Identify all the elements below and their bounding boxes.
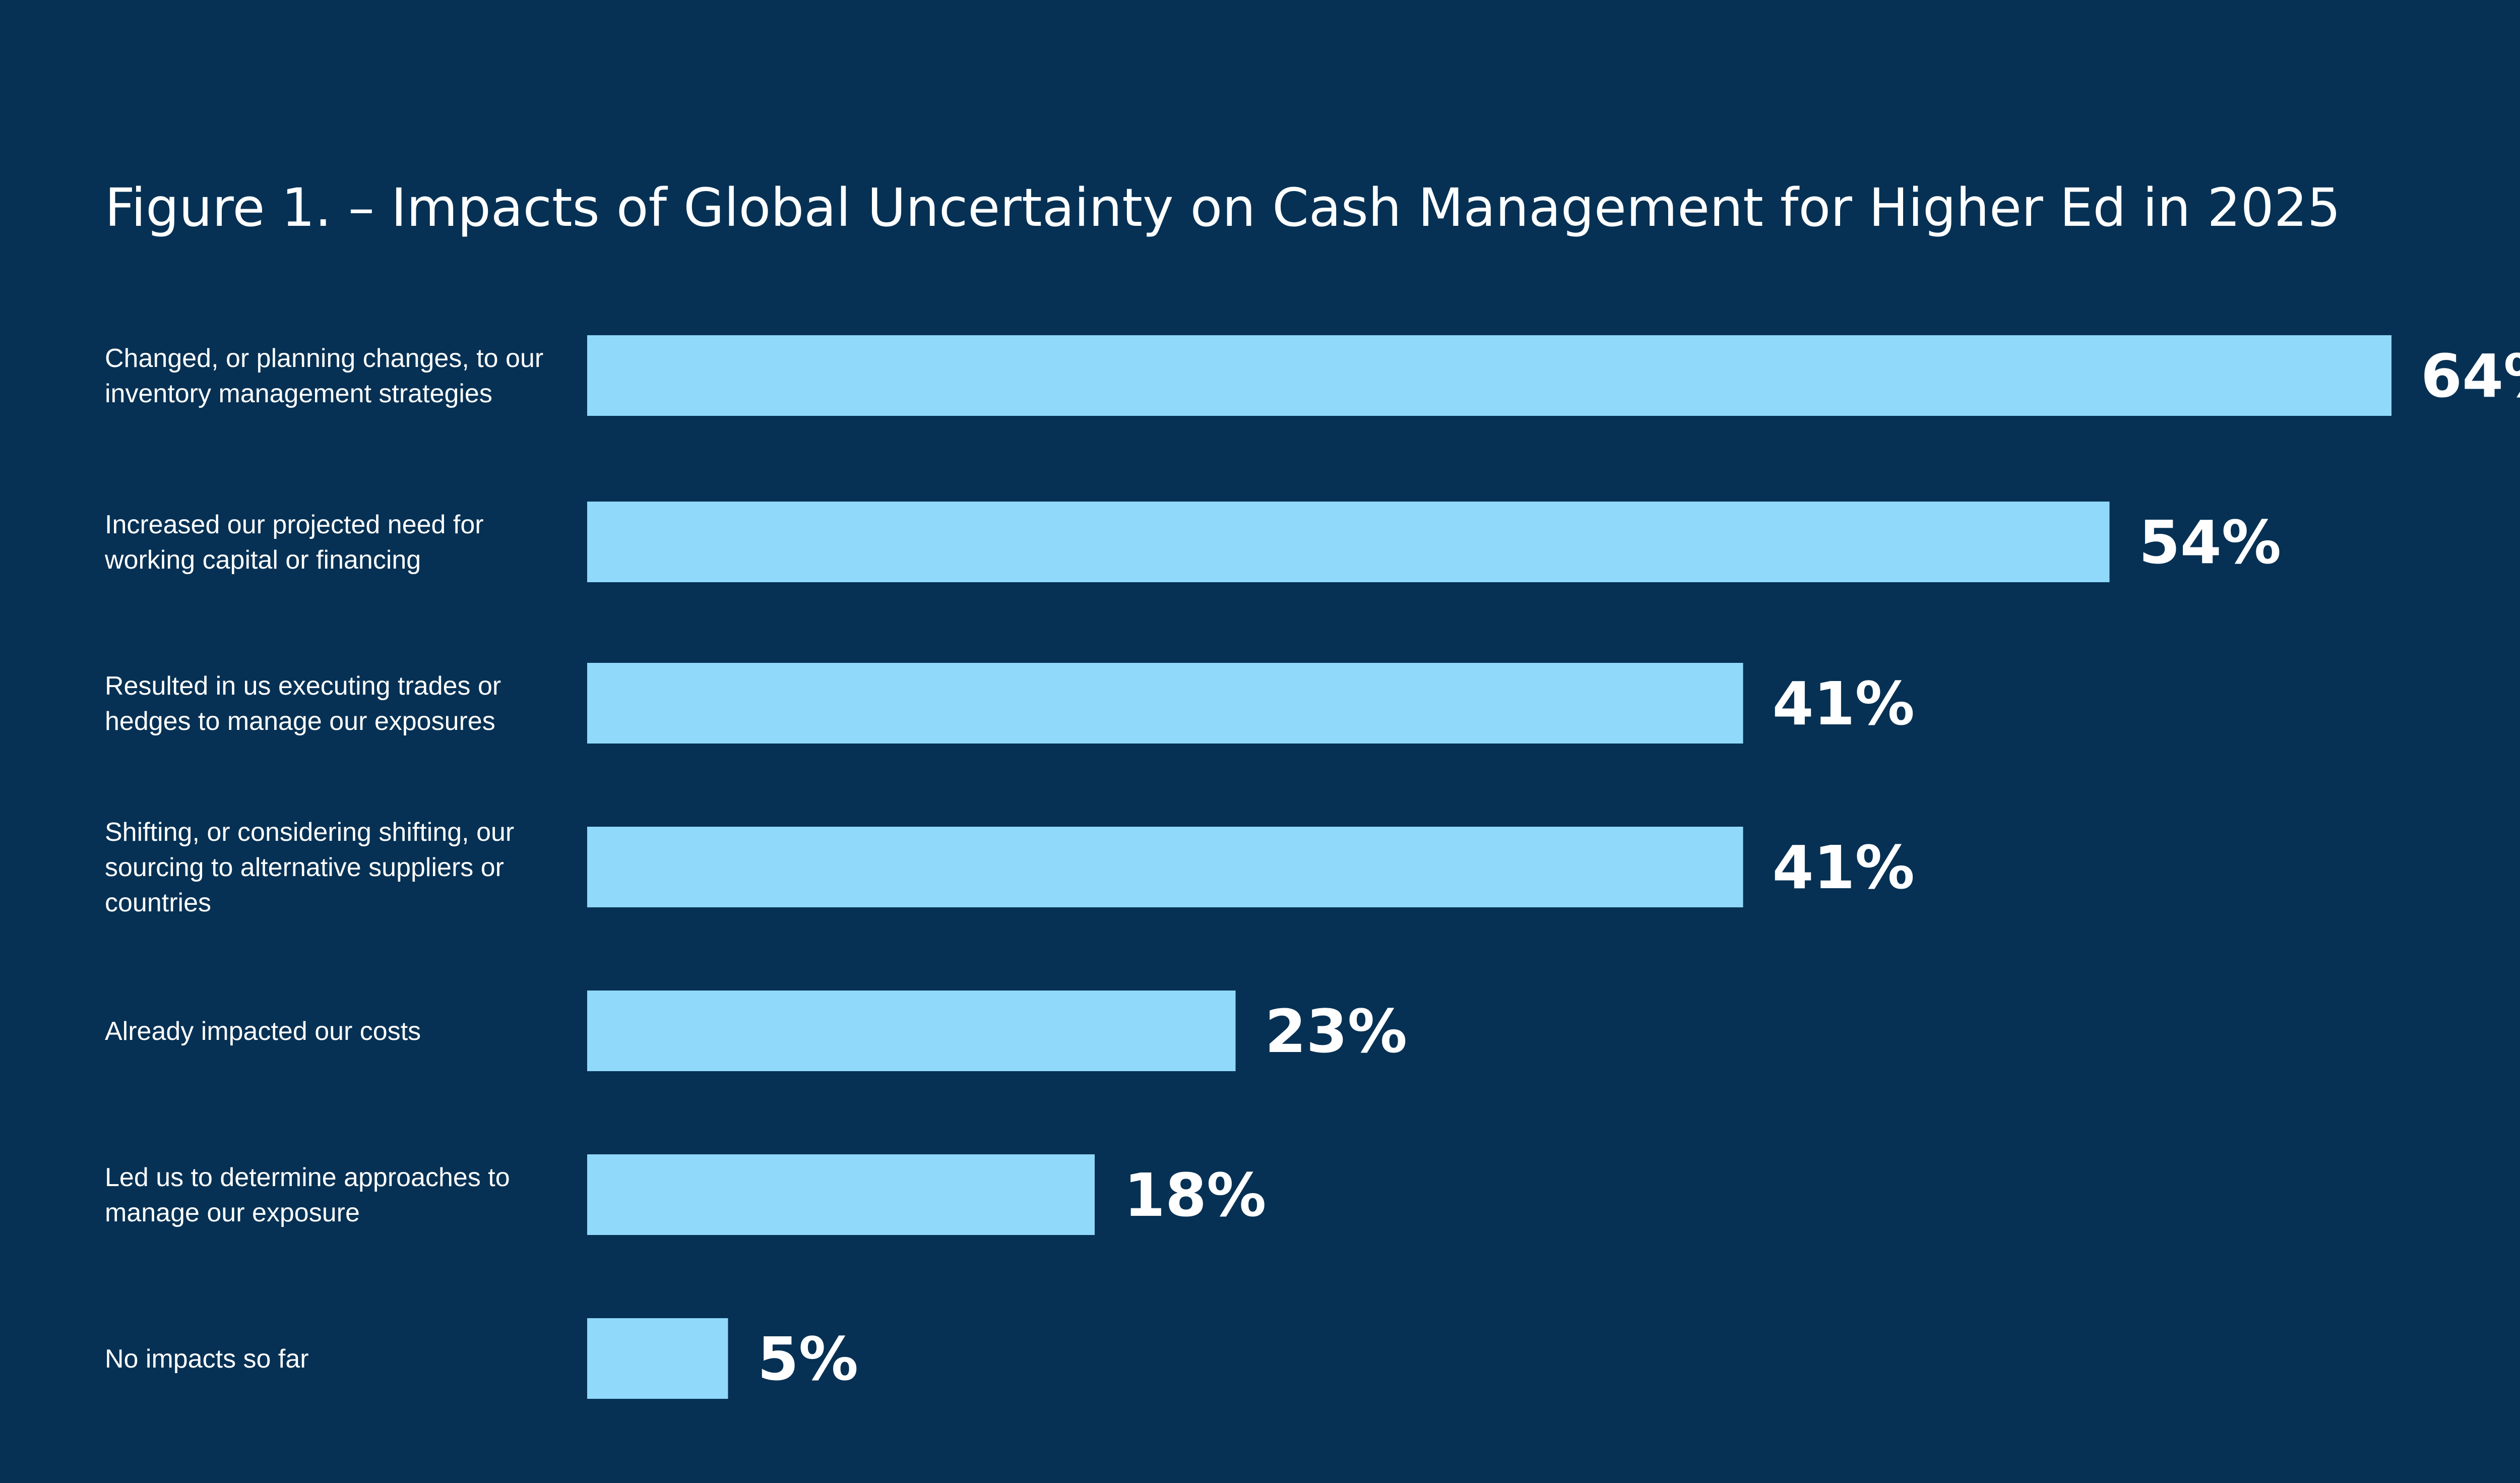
value-label: 54% bbox=[2139, 508, 2281, 577]
category-label-line: hedges to manage our exposures bbox=[105, 707, 495, 736]
category-label: Shifting, or considering shifting, our so… bbox=[105, 818, 514, 917]
bars-layer: Changed, or planning changes, to our inve… bbox=[104, 335, 2520, 1399]
category-label: Increased our projected need for working … bbox=[104, 510, 484, 575]
category-label: Led us to determine approaches to manage … bbox=[105, 1163, 510, 1227]
category-label: No impacts so far bbox=[105, 1344, 309, 1374]
bar bbox=[587, 827, 1743, 907]
bar bbox=[587, 335, 2391, 416]
category-label: Resulted in us executing trades or hedges… bbox=[105, 671, 501, 736]
category-label-line: sourcing to alternative suppliers or bbox=[105, 853, 504, 882]
category-label-line: Already impacted our costs bbox=[105, 1017, 421, 1046]
chart-title: Figure 1. – Impacts of Global Uncertaint… bbox=[105, 177, 2341, 238]
category-label-line: manage our exposure bbox=[105, 1198, 360, 1227]
value-label: 5% bbox=[758, 1324, 858, 1394]
bar bbox=[587, 502, 2110, 582]
value-label: 64% bbox=[2421, 341, 2520, 411]
category-label-line: inventory management strategies bbox=[105, 379, 492, 408]
value-label: 18% bbox=[1124, 1160, 1266, 1230]
category-label-line: Changed, or planning changes, to our bbox=[105, 344, 543, 373]
value-label: 41% bbox=[1772, 669, 1914, 738]
category-label: Changed, or planning changes, to our inve… bbox=[105, 344, 543, 408]
value-label: 23% bbox=[1265, 997, 1407, 1066]
category-label: Already impacted our costs bbox=[105, 1017, 421, 1046]
category-label-line: No impacts so far bbox=[105, 1344, 309, 1374]
category-label-line: Shifting, or considering shifting, our bbox=[105, 818, 514, 847]
category-label-line: Led us to determine approaches to bbox=[105, 1163, 510, 1192]
bar bbox=[587, 991, 1236, 1071]
bar bbox=[587, 1154, 1095, 1235]
bar bbox=[587, 1318, 728, 1399]
value-label: 41% bbox=[1772, 833, 1914, 902]
category-label-line: Resulted in us executing trades or bbox=[105, 671, 501, 701]
bar bbox=[587, 663, 1743, 744]
category-label-line: countries bbox=[105, 888, 211, 917]
category-label-line: working capital or financing bbox=[104, 545, 421, 575]
category-label-line: Increased our projected need for bbox=[105, 510, 484, 539]
